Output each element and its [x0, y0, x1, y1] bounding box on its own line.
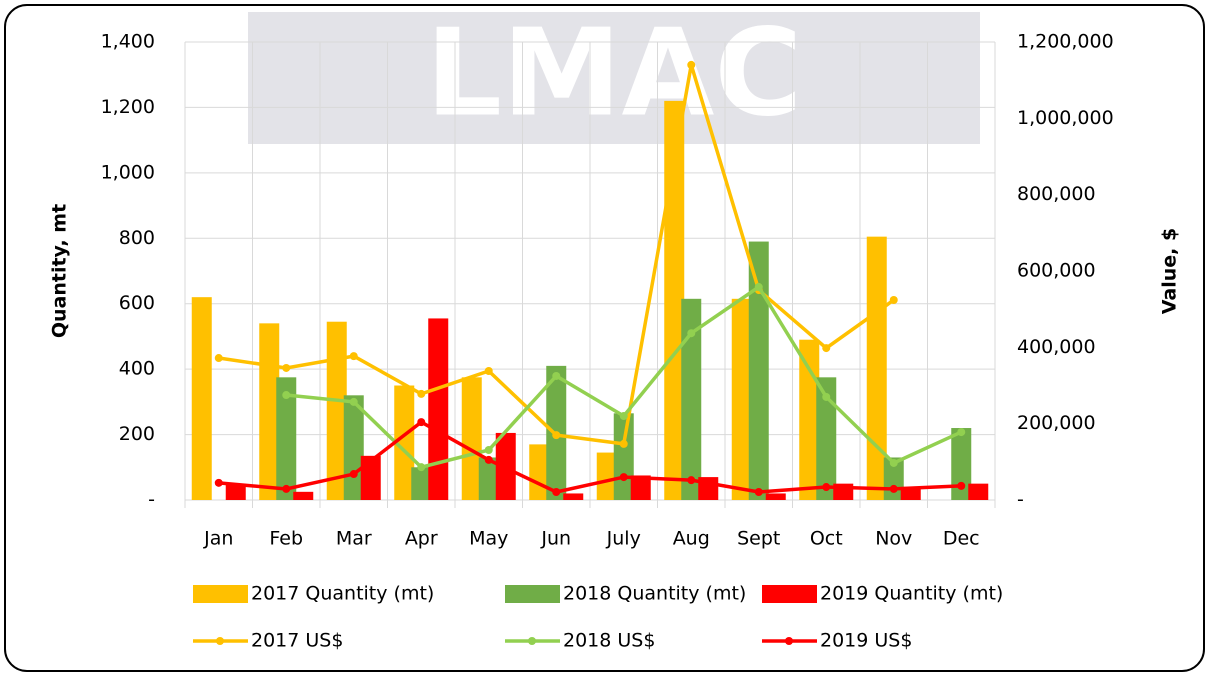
line-marker [687, 476, 695, 484]
legend-label: 2017 US$ [251, 630, 343, 652]
line-marker [822, 393, 830, 401]
legend-swatch [505, 585, 560, 603]
line-marker [282, 485, 290, 493]
x-tick-label: Oct [810, 528, 843, 550]
bar [968, 484, 988, 500]
line-marker [282, 364, 290, 372]
bar [293, 492, 313, 500]
line-marker [350, 352, 358, 360]
y-tick-label: 1,000 [101, 161, 155, 183]
y-tick-label: 200 [119, 423, 155, 445]
bar [563, 493, 583, 500]
legend-label: 2018 Quantity (mt) [563, 583, 746, 605]
x-tick-label: Jan [203, 528, 233, 550]
x-tick-label: Aug [673, 528, 710, 550]
line-marker [552, 372, 560, 380]
line-marker [620, 473, 628, 481]
line-marker [215, 479, 223, 487]
y2-tick-label: 1,200,000 [1017, 31, 1114, 53]
x-tick-label: Jun [540, 528, 571, 550]
bar [428, 318, 448, 500]
line-marker [890, 459, 898, 467]
legend-marker [785, 637, 793, 645]
x-tick-label: Dec [943, 528, 980, 550]
line-marker [822, 344, 830, 352]
y-tick-label: 600 [119, 292, 155, 314]
x-tick-label: Nov [875, 528, 912, 550]
y-tick-label: 800 [119, 227, 155, 249]
line-marker [890, 296, 898, 304]
x-tick-label: July [606, 528, 641, 550]
y2-tick-label: - [1017, 489, 1024, 511]
line-marker [552, 431, 560, 439]
y2-axis-title: Value, $ [1159, 228, 1181, 314]
y-axis-title: Quantity, mt [49, 204, 71, 338]
bar [766, 493, 786, 500]
x-tick-label: May [469, 528, 508, 550]
line-marker [552, 488, 560, 496]
line-marker [485, 456, 493, 464]
line-marker [620, 412, 628, 420]
line-marker [890, 485, 898, 493]
line-marker [350, 470, 358, 478]
legend-swatch [193, 585, 248, 603]
watermark: LMAC [426, 5, 803, 144]
line-marker [755, 488, 763, 496]
legend-label: 2017 Quantity (mt) [251, 583, 434, 605]
legend-marker [216, 637, 224, 645]
legend-label: 2019 Quantity (mt) [820, 583, 1003, 605]
line-marker [417, 463, 425, 471]
y2-tick-label: 200,000 [1017, 412, 1096, 434]
line-marker [485, 367, 493, 375]
y-tick-label: 1,400 [101, 31, 155, 53]
line-marker [282, 391, 290, 399]
legend-marker [528, 637, 536, 645]
y-tick-label: - [148, 489, 155, 511]
legend-label: 2018 US$ [563, 630, 655, 652]
line-marker [957, 428, 965, 436]
y2-tick-label: 600,000 [1017, 260, 1096, 282]
y2-tick-label: 800,000 [1017, 183, 1096, 205]
line-marker [822, 483, 830, 491]
x-tick-label: Sept [737, 528, 780, 550]
line-marker [485, 446, 493, 454]
x-tick-label: Mar [336, 528, 372, 550]
chart: LMAC Quantity, mt Value, $ - 200 400 600 800… [0, 0, 1210, 677]
y-tick-label: 1,200 [101, 96, 155, 118]
line-marker [687, 329, 695, 337]
line-marker [417, 418, 425, 426]
y-tick-label: 400 [119, 358, 155, 380]
line-marker [687, 61, 695, 69]
bar [749, 242, 769, 500]
bar [192, 297, 212, 500]
x-tick-label: Feb [269, 528, 303, 550]
y2-tick-label: 400,000 [1017, 336, 1096, 358]
line-marker [417, 390, 425, 398]
line-marker [215, 354, 223, 362]
legend-label: 2019 US$ [820, 630, 912, 652]
line-marker [620, 440, 628, 448]
line-marker [957, 482, 965, 490]
y2-tick-label: 1,000,000 [1017, 107, 1114, 129]
line-marker [350, 398, 358, 406]
x-tick-label: Apr [405, 528, 438, 550]
legend-swatch [762, 585, 817, 603]
line-marker [755, 283, 763, 291]
